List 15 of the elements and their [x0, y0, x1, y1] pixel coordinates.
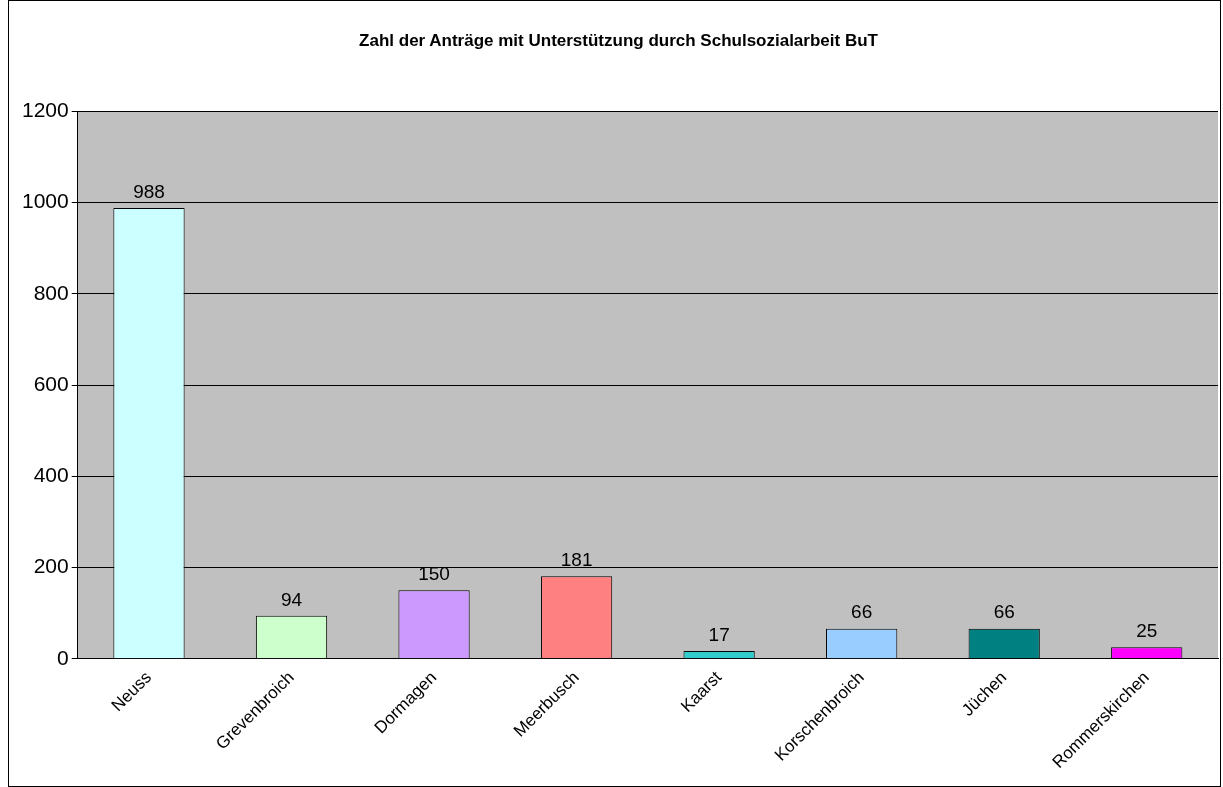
- y-tick-label: 600: [33, 371, 69, 395]
- data-label: 94: [280, 588, 303, 610]
- data-label: 66: [851, 601, 873, 623]
- data-label: 66: [993, 601, 1015, 623]
- y-tick-label: 200: [33, 554, 69, 578]
- data-label: 988: [133, 180, 165, 202]
- y-tick-label: 1000: [22, 189, 69, 213]
- y-tick-label: 1200: [22, 98, 69, 122]
- data-label: 181: [560, 548, 593, 570]
- chart-title: Zahl der Anträge mit Unterstützung durch Schulsozialarbeit BuT: [359, 30, 879, 50]
- y-tick-label: 0: [57, 645, 69, 669]
- y-tick-label: 400: [33, 463, 69, 487]
- data-label: 17: [708, 623, 730, 645]
- y-tick-label: 800: [33, 280, 69, 304]
- data-label: 25: [1136, 620, 1158, 642]
